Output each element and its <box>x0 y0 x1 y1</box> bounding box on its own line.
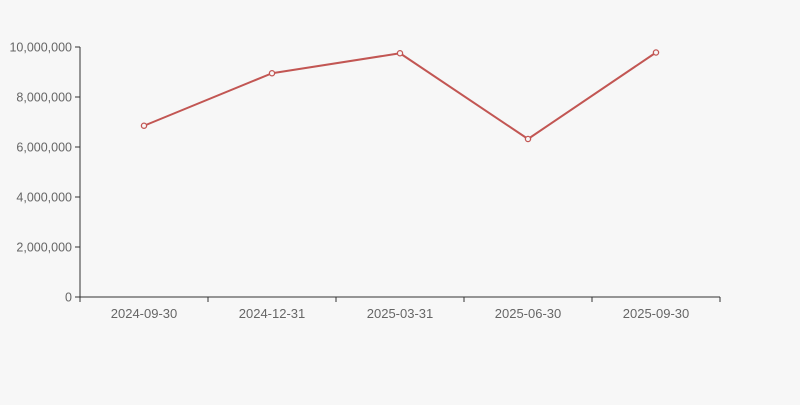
x-axis-tick-label: 2025-06-30 <box>495 306 562 321</box>
data-point-marker[interactable] <box>652 49 660 56</box>
x-axis-tick-label: 2024-09-30 <box>111 306 178 321</box>
data-point-marker[interactable] <box>140 122 148 130</box>
y-axis-tick-label: 10,000,000 <box>9 41 72 55</box>
data-point-marker[interactable] <box>396 50 404 57</box>
series-line <box>143 51 657 140</box>
data-point-marker[interactable] <box>524 135 532 143</box>
y-axis-tick-label: 6,000,000 <box>16 141 72 155</box>
y-axis-tick-label: 2,000,000 <box>16 241 72 255</box>
y-axis-tick-label: 8,000,000 <box>16 91 72 105</box>
y-axis-tick-label: 0 <box>65 291 72 305</box>
x-axis-tick-label: 2025-09-30 <box>623 306 690 321</box>
data-point-marker[interactable] <box>268 70 276 77</box>
x-axis-tick-label: 2024-12-31 <box>239 306 306 321</box>
x-axis-tick-label: 2025-03-31 <box>367 306 434 321</box>
y-axis-tick-label: 4,000,000 <box>16 191 72 205</box>
